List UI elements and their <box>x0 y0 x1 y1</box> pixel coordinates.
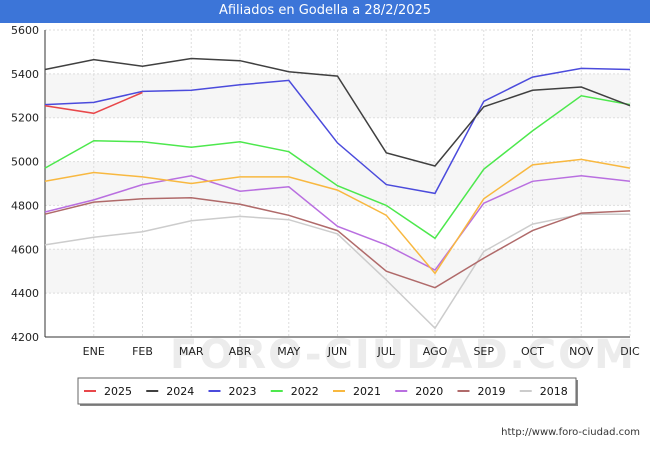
series-line-2019 <box>44 197 631 289</box>
legend-label-2022: 2022 <box>291 385 319 398</box>
x-tick-label: AGO <box>423 345 448 358</box>
legend-label-2020: 2020 <box>415 385 443 398</box>
x-tick-label: SEP <box>473 345 494 358</box>
series-line-2018 <box>44 213 630 330</box>
y-tick-label: 4200 <box>11 331 39 344</box>
x-tick-label: FEB <box>132 345 153 358</box>
x-tick-label: JUL <box>377 345 396 358</box>
y-tick-label: 4800 <box>11 199 39 212</box>
y-tick-label: 4600 <box>11 243 39 256</box>
series-line-2025 <box>44 91 143 115</box>
y-tick-label: 5200 <box>11 112 39 125</box>
x-tick-label: MAY <box>277 345 300 358</box>
legend-label-2019: 2019 <box>478 385 506 398</box>
x-tick-label: DIC <box>620 345 640 358</box>
x-tick-label: ENE <box>83 345 105 358</box>
legend-label-2018: 2018 <box>540 385 568 398</box>
footer-url: http://www.foro-ciudad.com <box>501 427 640 438</box>
series-line-2021 <box>44 158 631 275</box>
x-tick-label: MAR <box>179 345 204 358</box>
x-tick-label: ABR <box>229 345 252 358</box>
title-bar <box>0 0 650 23</box>
x-tick-label: NOV <box>569 345 594 358</box>
x-tick-label: JUN <box>327 345 348 358</box>
legend-label-2025: 2025 <box>104 385 132 398</box>
series-line-2020 <box>44 175 631 272</box>
chart-title: Afiliados en Godella a 28/2/2025 <box>218 3 432 18</box>
x-tick-label: OCT <box>521 345 544 358</box>
y-tick-label: 5600 <box>11 24 39 37</box>
legend-label-2024: 2024 <box>166 385 194 398</box>
legend-label-2023: 2023 <box>229 385 257 398</box>
y-tick-label: 5000 <box>11 156 39 169</box>
y-tick-label: 5400 <box>11 68 39 81</box>
legend-label-2021: 2021 <box>353 385 381 398</box>
y-tick-label: 4400 <box>11 287 39 300</box>
series-line-2022 <box>44 95 631 240</box>
series-line-2023 <box>44 67 631 195</box>
series-line-2024 <box>44 57 631 167</box>
legend <box>77 377 577 405</box>
